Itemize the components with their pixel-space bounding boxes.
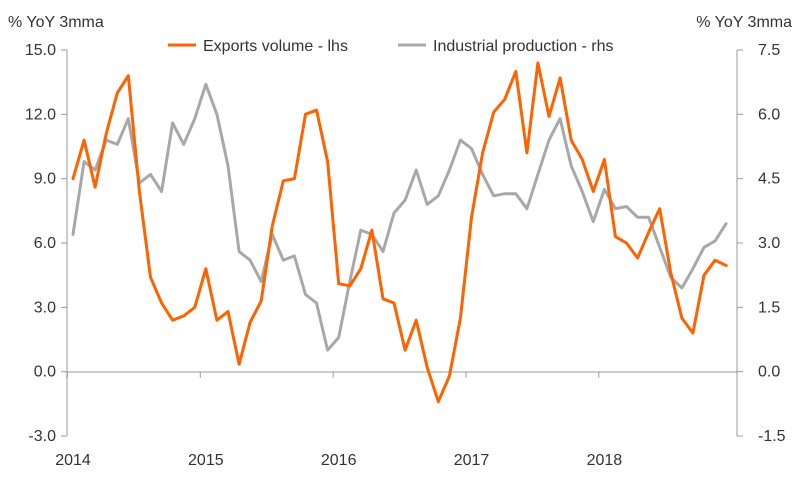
right-tick-label: 6.0 xyxy=(758,106,780,123)
left-tick-label: 6.0 xyxy=(34,235,56,252)
right-axis-label: % YoY 3mma xyxy=(696,14,792,31)
right-tick-label: 1.5 xyxy=(758,299,780,316)
left-tick-label: 9.0 xyxy=(34,171,56,188)
left-tick-label: 3.0 xyxy=(34,299,56,316)
left-tick-label: 0.0 xyxy=(34,364,56,381)
left-ticks: 15.0 12.0 9.0 6.0 3.0 0.0 -3.0 xyxy=(25,42,67,445)
legend-label-industrial: Industrial production - rhs xyxy=(433,38,614,55)
right-ticks: 7.5 6.0 4.5 3.0 1.5 0.0 -1.5 xyxy=(737,42,786,445)
right-tick-label: -1.5 xyxy=(758,428,786,445)
left-tick-label: -3.0 xyxy=(28,428,56,445)
x-tick-label: 2018 xyxy=(587,452,623,469)
right-tick-label: 4.5 xyxy=(758,171,780,188)
left-tick-label: 12.0 xyxy=(25,106,56,123)
series-line-exports-volume xyxy=(71,61,728,404)
left-tick-label: 15.0 xyxy=(25,42,56,59)
series-layer xyxy=(71,61,728,404)
x-tick-label: 2015 xyxy=(188,452,224,469)
legend-label-exports: Exports volume - lhs xyxy=(203,38,348,55)
left-axis-label: % YoY 3mma xyxy=(8,14,104,31)
legend: Exports volume - lhs Industrial producti… xyxy=(168,38,614,55)
x-ticks: 2014 2015 2016 2017 2018 xyxy=(55,371,623,469)
x-tick-label: 2017 xyxy=(454,452,490,469)
right-tick-label: 7.5 xyxy=(758,42,780,59)
series-line-industrial-production xyxy=(71,82,728,352)
x-tick-label: 2014 xyxy=(55,452,91,469)
right-tick-label: 0.0 xyxy=(758,364,780,381)
right-tick-label: 3.0 xyxy=(758,235,780,252)
x-tick-label: 2016 xyxy=(321,452,357,469)
